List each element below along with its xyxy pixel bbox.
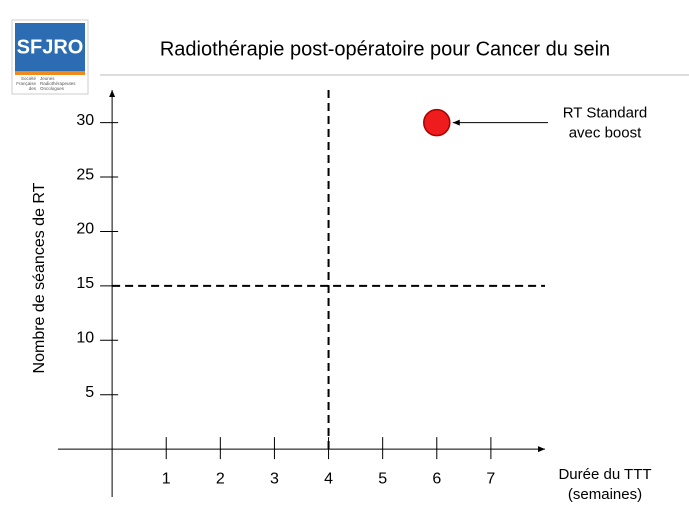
logo-name: SFJRO (17, 36, 84, 58)
y-axis-label: Nombre de séances de RT (31, 182, 48, 373)
logo-tagline: Jeunes (40, 76, 55, 81)
logo-bar (15, 71, 85, 75)
logo-tagline: Société (21, 76, 37, 81)
point (423, 108, 451, 137)
y-tick-label: 20 (76, 221, 94, 238)
logo-tagline: des (29, 86, 37, 91)
x-tick-label: 6 (432, 470, 441, 487)
x-tick-label: 4 (324, 470, 333, 487)
annotation: RT Standard (563, 105, 648, 122)
y-tick-label: 10 (76, 330, 94, 347)
x-tick-label: 3 (270, 470, 279, 487)
slide-title: Radiothérapie post-opératoire pour Cance… (160, 38, 610, 60)
x-axis-label: Durée du TTT (558, 466, 651, 483)
x-tick-label: 2 (216, 470, 225, 487)
x-axis-label: (semaines) (568, 486, 642, 503)
logo-tagline: Française (16, 81, 36, 86)
logo-tagline: Radiothérapeutes (40, 81, 76, 86)
x-tick-label: 5 (378, 470, 387, 487)
logo-box (15, 23, 85, 71)
x-tick-label: 7 (486, 470, 495, 487)
y-tick-label: 5 (85, 384, 94, 401)
y-tick-label: 15 (76, 275, 94, 292)
x-tick-label: 1 (162, 470, 171, 487)
logo: SFJRO (11, 19, 89, 95)
annotation: avec boost (569, 125, 642, 142)
y-tick-label: 30 (76, 112, 94, 129)
y-tick-label: 25 (76, 166, 94, 183)
logo-tagline: Oncologues (40, 86, 65, 91)
